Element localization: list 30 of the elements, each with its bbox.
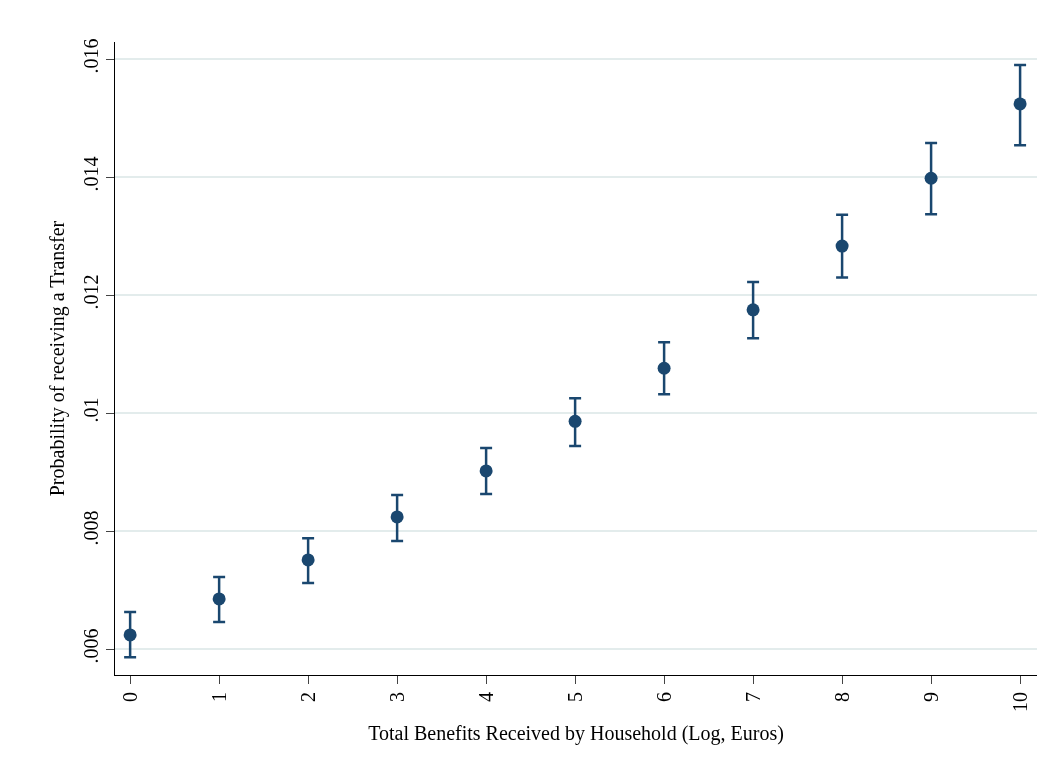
y-tick-label: .014 (80, 156, 102, 192)
y-tick-label: .012 (80, 274, 102, 310)
point (568, 414, 582, 428)
x-tick-label: 9 (919, 692, 942, 702)
point (657, 361, 671, 375)
point (301, 553, 315, 567)
x-axis-title: Total Benefits Received by Household (Log, Euros) (368, 721, 784, 745)
y-tick-label: .01 (80, 397, 102, 423)
x-tick-label: 8 (830, 692, 853, 702)
x-tick-label: 5 (563, 692, 586, 702)
y-tick-label: .006 (80, 628, 102, 664)
point (924, 171, 938, 185)
x-tick-label: 4 (474, 692, 497, 702)
point (835, 239, 849, 253)
point (746, 303, 760, 317)
point (1013, 97, 1027, 111)
x-tick-label: 1 (207, 692, 230, 702)
y-axis-title: Probability of receiving a Transfer (45, 220, 69, 497)
x-tick-label: 7 (741, 692, 764, 702)
point (212, 592, 226, 606)
point (390, 510, 404, 524)
y-tick-label: .016 (80, 38, 102, 74)
x-tick-label: 0 (118, 692, 141, 702)
point (479, 464, 493, 478)
point (123, 628, 137, 642)
x-tick-label: 2 (296, 692, 319, 702)
x-tick-label: 10 (1008, 692, 1031, 712)
x-tick-label: 6 (652, 692, 675, 702)
y-tick-label: .008 (80, 510, 102, 546)
x-tick-label: 3 (385, 692, 408, 702)
